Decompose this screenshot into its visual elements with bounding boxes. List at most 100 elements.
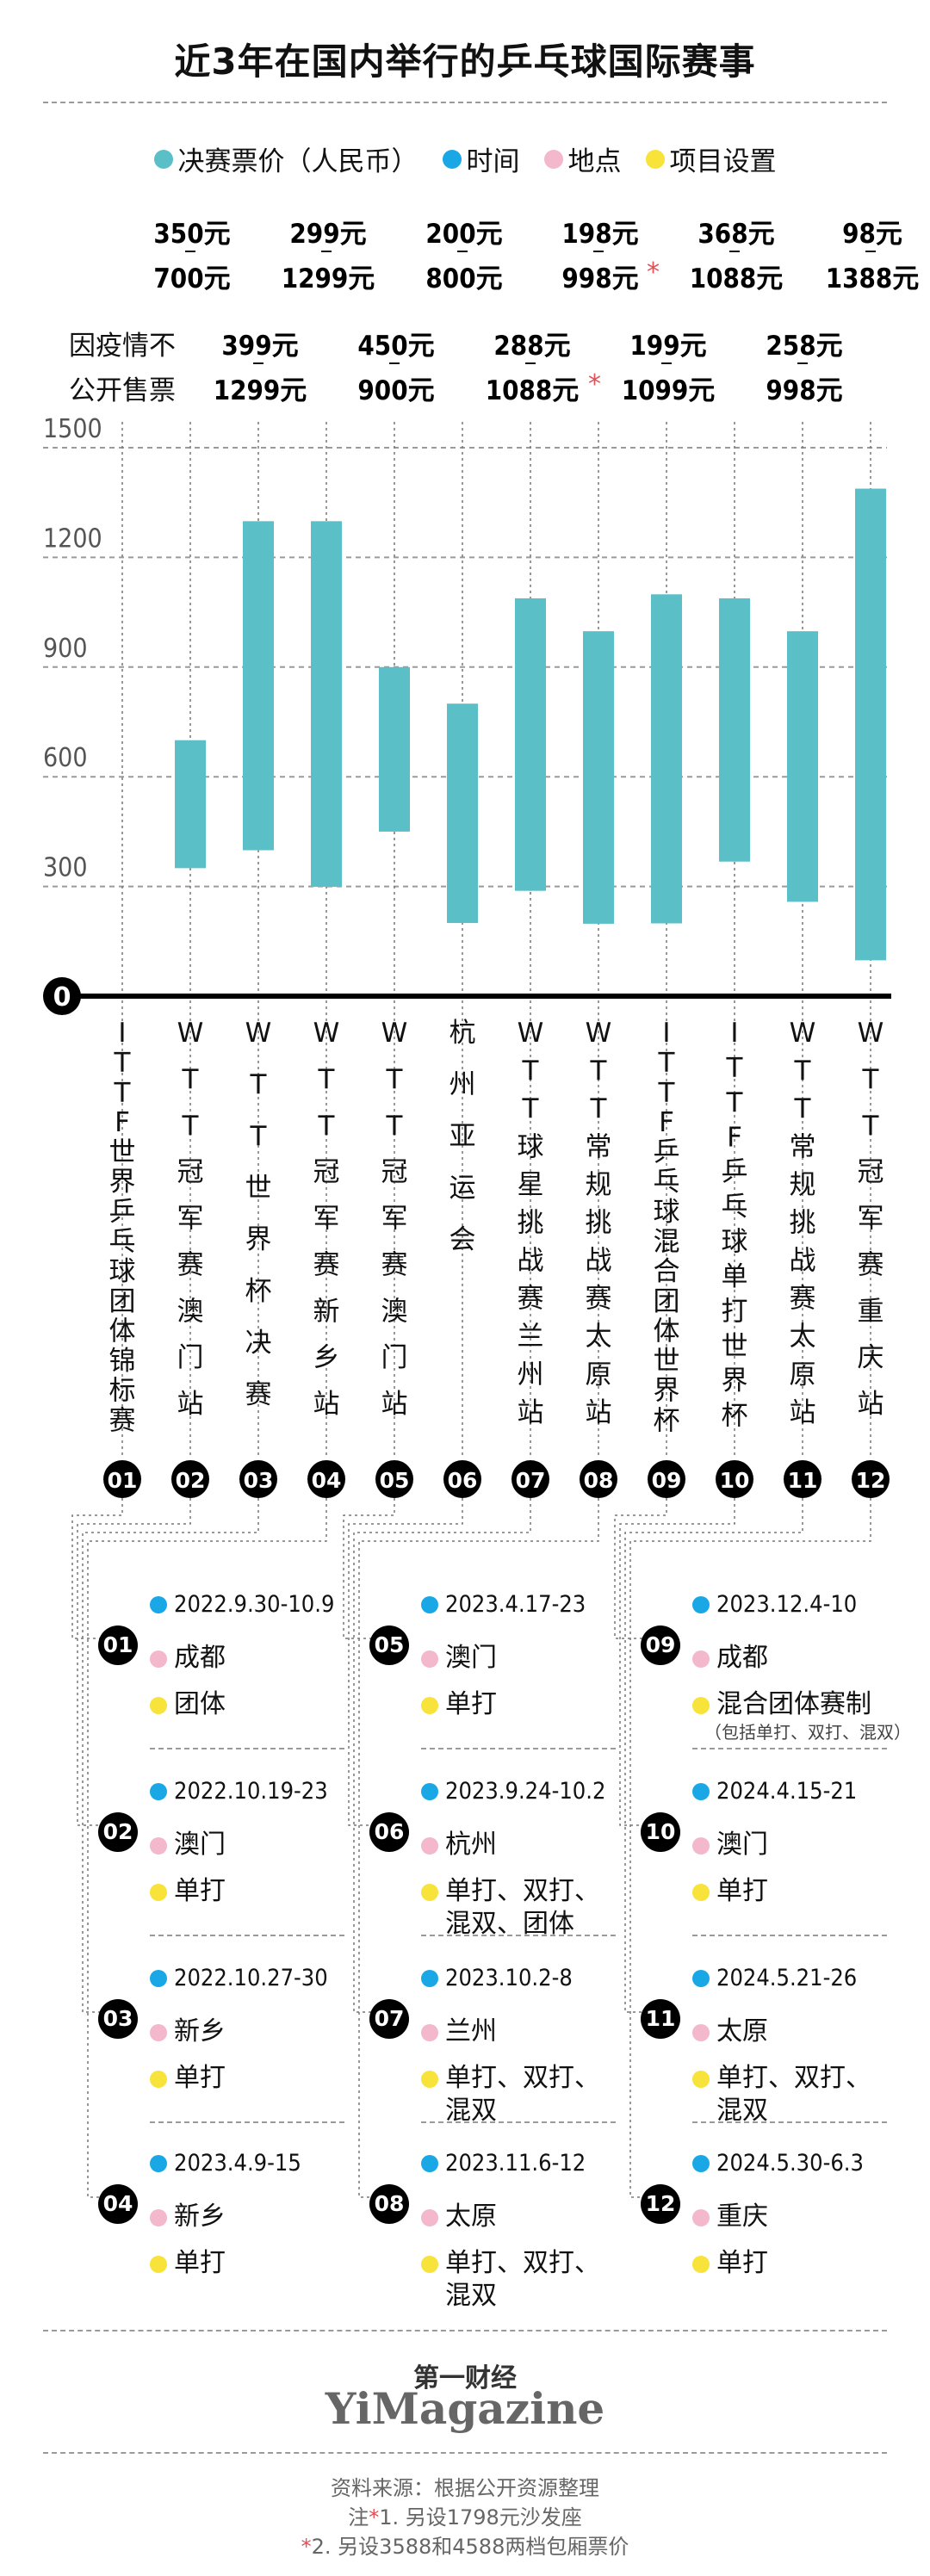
number-badge-01 <box>103 1460 141 1498</box>
brand-logo: YiMagazine <box>325 2383 605 2434</box>
number-badge-label-02: 02 <box>176 1468 206 1493</box>
dot-icon <box>150 2024 167 2041</box>
dot-icon <box>150 2209 167 2226</box>
dot-icon <box>692 1596 710 1613</box>
legend-item-price: 决赛票价（人民币） <box>153 139 418 178</box>
ytick-label-1500: 1500 <box>43 414 102 444</box>
legend-dot-date-icon <box>442 149 462 169</box>
price-high-label-11: 998元 <box>766 375 842 406</box>
detail-date: 2022.9.30-10.9 <box>174 1591 335 1618</box>
number-badge-label-12: 12 <box>856 1468 886 1493</box>
ytick-label-0: 0 <box>53 982 71 1012</box>
dot-icon <box>150 2256 167 2273</box>
price-bar-03 <box>243 521 274 851</box>
footnote-1-text: 1. 另设1798元沙发座 <box>379 2505 582 2530</box>
detail-events-row: 单打 <box>150 2241 226 2279</box>
note-label-line1: 因疫情不 <box>69 331 176 362</box>
detail-events: 单打 <box>174 2063 226 2093</box>
legend-label-events: 项目设置 <box>669 146 777 177</box>
detail-events: 单打 <box>445 1689 497 1719</box>
detail-date: 2024.5.21-26 <box>716 1965 858 1991</box>
detail-events-row: 单打 <box>421 1682 497 1720</box>
detail-events-extra: 混双、团体 <box>445 1909 574 1939</box>
detail-place: 澳门 <box>716 1830 768 1860</box>
dot-icon <box>692 1970 710 1987</box>
detail-place-row: 太原 <box>692 2009 768 2047</box>
category-name-12: W T T 冠军赛重庆站 <box>858 1018 884 1420</box>
detail-separator <box>421 1748 616 1749</box>
detail-events-row: 单打 <box>692 2241 768 2279</box>
detail-number-badge: 12 <box>641 2184 680 2224</box>
number-badge-label-03: 03 <box>244 1468 274 1493</box>
ytick-label-300: 300 <box>43 853 88 883</box>
number-badge-03 <box>239 1460 277 1498</box>
detail-number-badge: 02 <box>98 1812 138 1852</box>
number-badge-07 <box>512 1460 549 1498</box>
number-badge-label-10: 10 <box>720 1468 750 1493</box>
category-name-05: W T T 冠军赛澳门站 <box>381 1018 408 1420</box>
detail-events-row: 单打 <box>692 1869 768 1907</box>
detail-separator <box>421 2121 616 2123</box>
detail-date-row: 2023.4.17-23 <box>421 1591 586 1618</box>
price-bar-04 <box>311 521 342 888</box>
detail-events-extra: （包括单打、双打、混双） <box>704 1722 911 1743</box>
category-name-03: W T T 世界杯决赛 <box>245 1018 272 1410</box>
price-high-label-04: 1299元 <box>282 263 375 294</box>
detail-place-row: 成都 <box>150 1636 226 1674</box>
detail-number-badge: 06 <box>369 1812 409 1852</box>
dot-icon <box>421 1650 438 1668</box>
detail-place: 太原 <box>716 2016 768 2047</box>
number-badge-05 <box>375 1460 413 1498</box>
detail-events: 单打 <box>716 1876 768 1906</box>
detail-place: 太原 <box>445 2201 497 2232</box>
detail-place: 成都 <box>174 1643 226 1673</box>
price-low-label-10: 368元 <box>698 219 774 250</box>
detail-separator <box>692 1748 887 1749</box>
detail-events-extra: 混双 <box>445 2281 497 2311</box>
footnote-1: 注*1. 另设1798元沙发座 <box>0 2500 930 2530</box>
detail-number-badge: 05 <box>369 1625 409 1665</box>
category-name-06: 杭州亚运会 <box>450 1018 476 1255</box>
detail-separator <box>692 1935 887 1936</box>
dot-icon <box>421 1970 438 1987</box>
detail-events-row: 团体 <box>150 1682 226 1720</box>
legend-dot-events-icon <box>645 149 665 169</box>
price-low-label-04: 299元 <box>289 219 366 250</box>
detail-events-extra: 混双 <box>445 2096 497 2126</box>
detail-place: 重庆 <box>716 2201 768 2232</box>
detail-events-row: 单打、双打、 <box>421 2056 600 2094</box>
number-badge-06 <box>443 1460 481 1498</box>
number-badge-02 <box>171 1460 209 1498</box>
detail-events: 单打、双打、 <box>445 2063 600 2093</box>
dot-icon <box>692 2209 710 2226</box>
page-title: 近3年在国内举行的乒乓球国际赛事 <box>174 40 756 83</box>
detail-place: 新乡 <box>174 2201 226 2232</box>
legend-dot-price-icon <box>153 149 173 169</box>
legend-label-place: 地点 <box>567 146 622 177</box>
footnote-2: *2. 另设3588和4588两档包厢票价 <box>0 2530 930 2560</box>
detail-date-row: 2022.10.27-30 <box>150 1965 328 1991</box>
legend-item-date: 时间 <box>442 139 520 178</box>
detail-separator <box>692 2121 887 2123</box>
dot-icon <box>150 1884 167 1901</box>
number-badge-12 <box>852 1460 890 1498</box>
detail-place: 澳门 <box>445 1643 497 1673</box>
dot-icon <box>150 1783 167 1800</box>
detail-number-badge: 10 <box>641 1812 680 1852</box>
number-badge-label-07: 07 <box>516 1468 546 1493</box>
footnote-1-mark: * <box>369 2505 380 2530</box>
dot-icon <box>692 2071 710 2088</box>
detail-place: 杭州 <box>445 1830 497 1860</box>
number-badge-04 <box>307 1460 345 1498</box>
price-high-label-10: 1088元 <box>690 263 784 294</box>
detail-date-row: 2024.5.30-6.3 <box>692 2150 864 2177</box>
ytick-label-1200: 1200 <box>43 523 102 554</box>
number-badge-label-09: 09 <box>652 1468 682 1493</box>
note-label-line2: 公开售票 <box>69 375 176 406</box>
number-badge-10 <box>716 1460 753 1498</box>
dot-icon <box>150 1970 167 1987</box>
category-name-07: W T T 球星挑战赛兰州站 <box>518 1018 544 1428</box>
price-high-label-09: 1099元 <box>622 375 716 406</box>
detail-date: 2022.10.27-30 <box>174 1965 328 1991</box>
number-badge-08 <box>580 1460 617 1498</box>
